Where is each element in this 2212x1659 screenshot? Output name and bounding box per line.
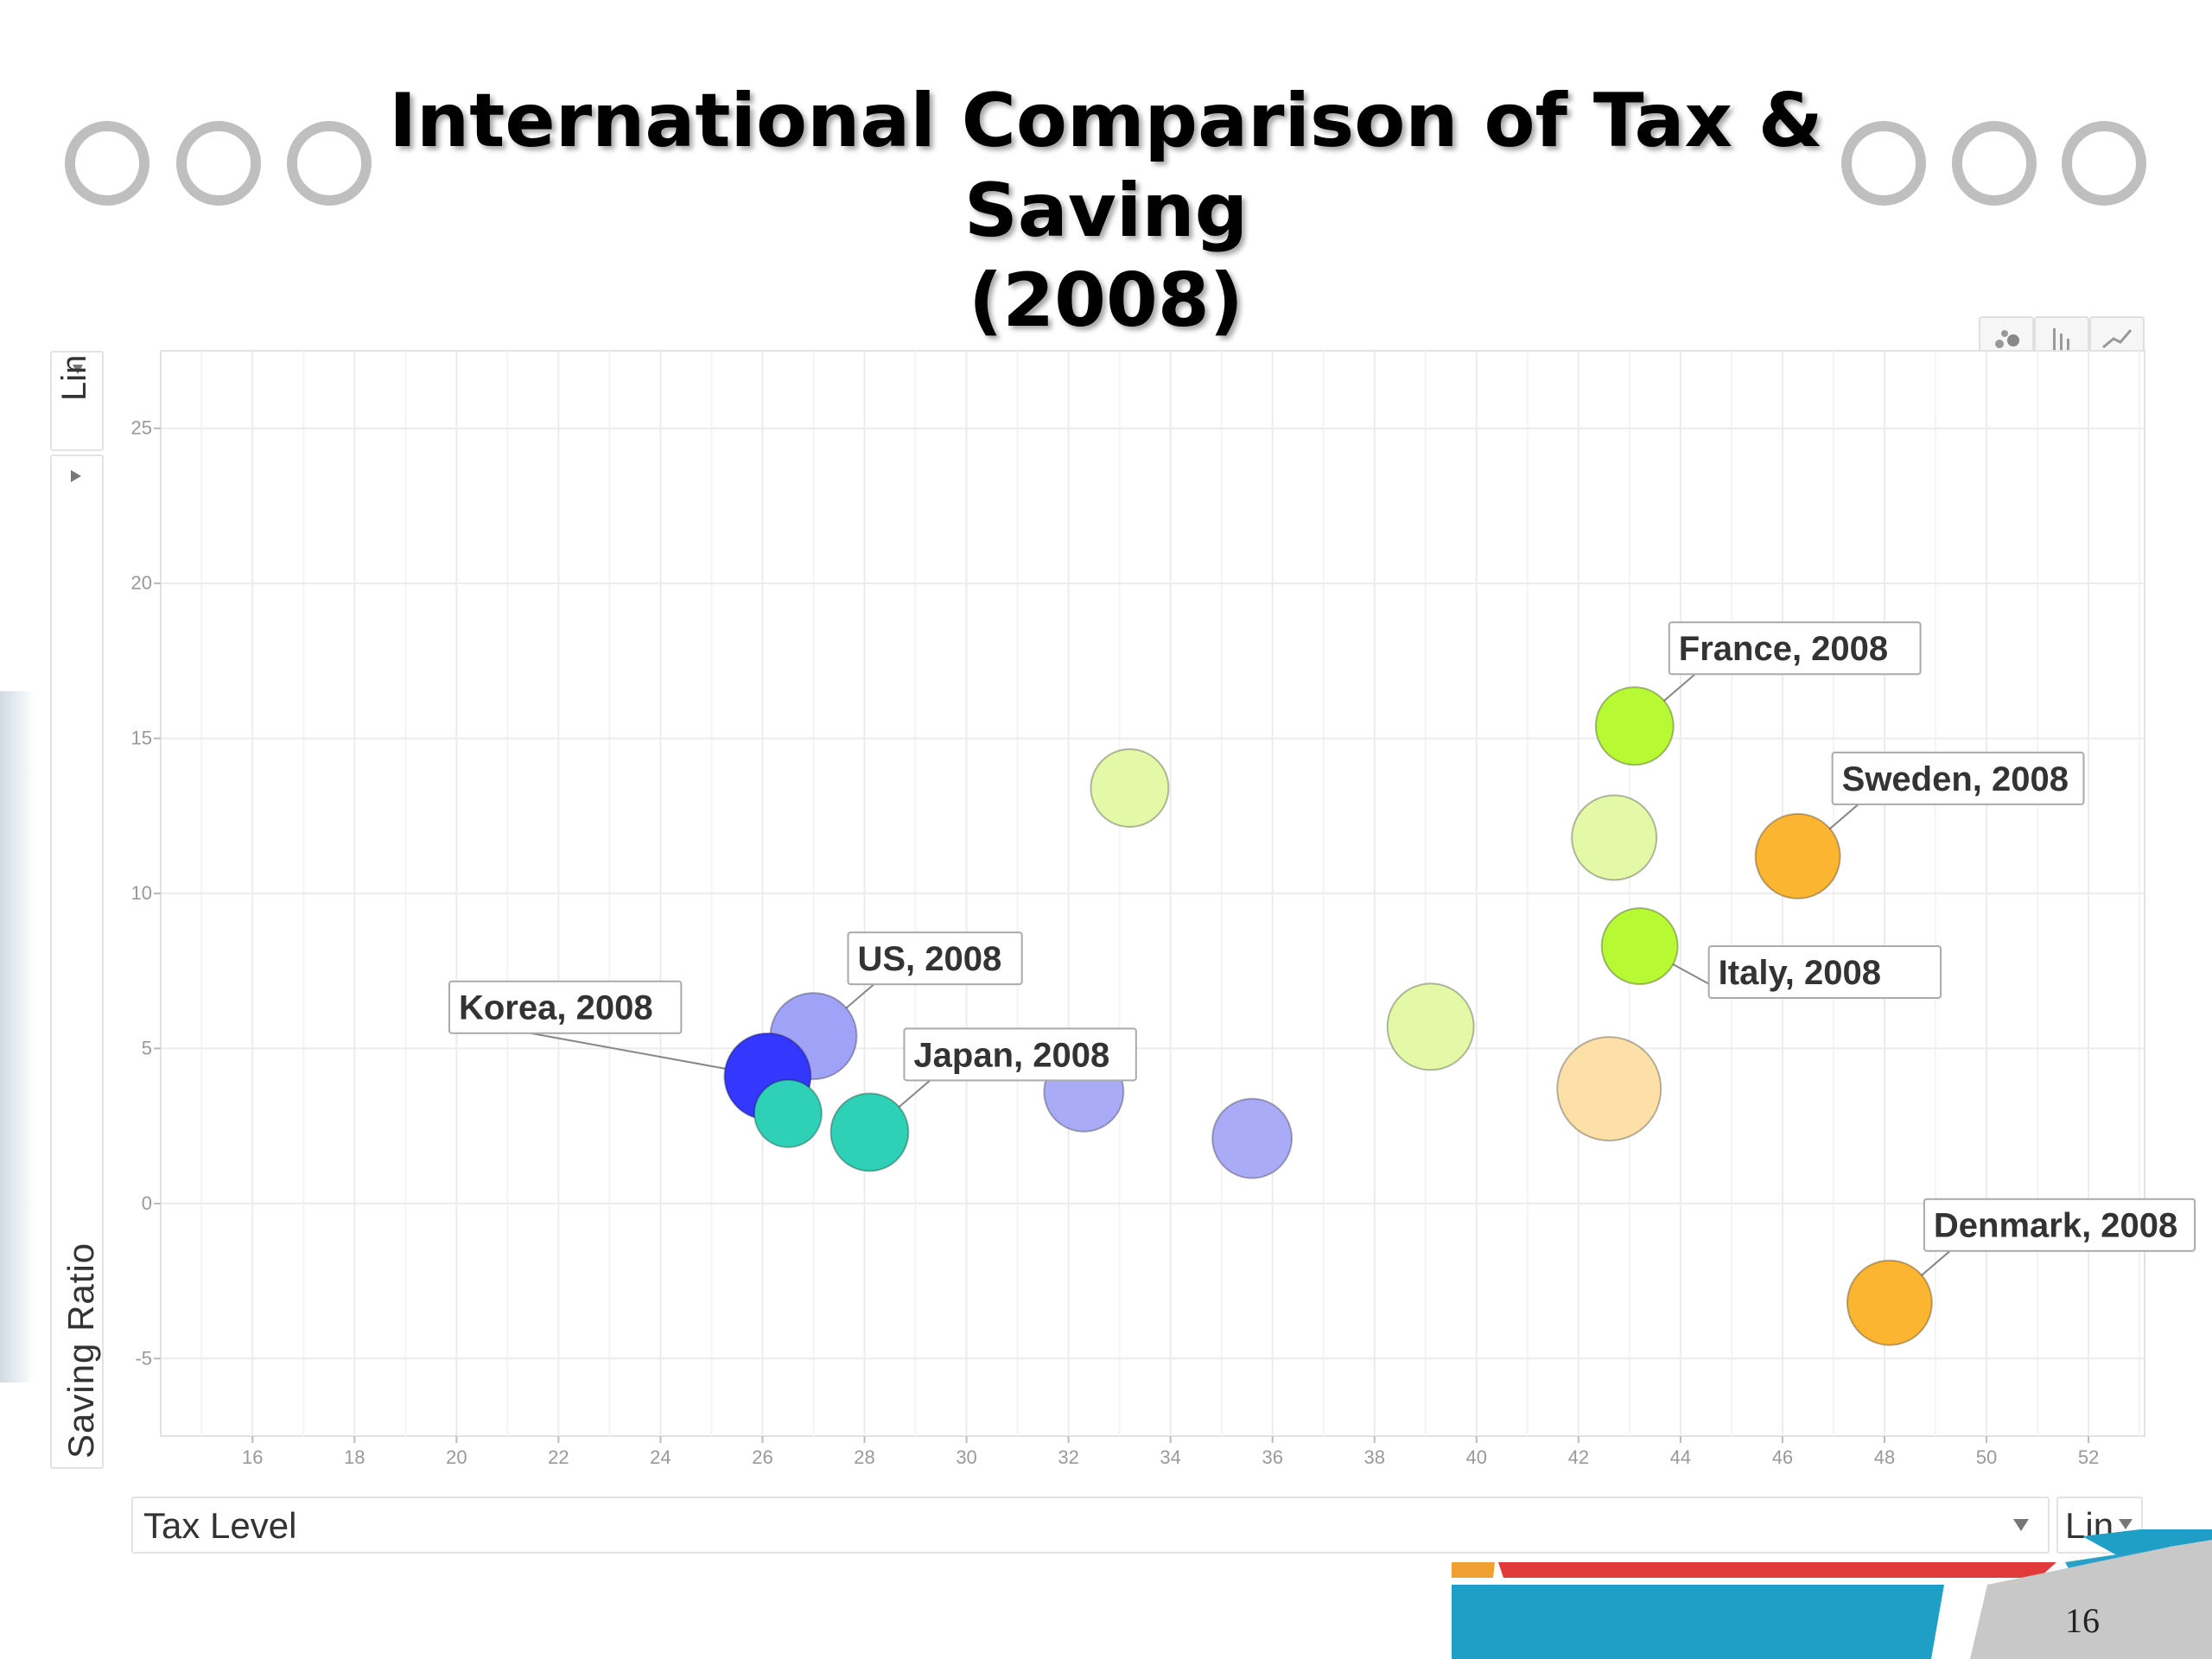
background-wash (0, 691, 35, 1382)
bubble-label: Japan, 2008 (913, 1036, 1109, 1074)
title-line-2: (2008) (969, 257, 1243, 344)
y-tick-label: 20 (131, 572, 152, 594)
bubble-chart: 16 18 20 22 24 26 28 30 32 34 36 38 40 42 44 46 48 50 52-5… (131, 350, 2196, 1468)
slide-title: International Comparison of Tax & Saving… (328, 76, 1884, 346)
bubble-chart-icon (1995, 330, 2019, 348)
y-scale-select[interactable]: Lin (50, 351, 104, 451)
chevron-right-icon (71, 470, 81, 482)
chevron-down-icon (2013, 1519, 2029, 1531)
y-tick-label: 0 (142, 1192, 152, 1214)
x-tick-label: 52 (2078, 1446, 2099, 1468)
x-tick-label: 18 (344, 1446, 365, 1468)
bubble[interactable] (1386, 982, 1475, 1071)
x-tick-label: 22 (548, 1446, 569, 1468)
bubble[interactable] (1211, 1097, 1294, 1179)
line-chart-icon (2102, 329, 2133, 349)
bubble-label: Italy, 2008 (1719, 954, 1881, 992)
bar-chart-icon (2053, 328, 2069, 351)
x-tick-label: 34 (1160, 1446, 1180, 1468)
bubble[interactable] (1600, 907, 1679, 986)
footer-decoration (1452, 1529, 2212, 1659)
x-tick-label: 24 (650, 1446, 671, 1468)
x-tick-label: 30 (956, 1446, 976, 1468)
y-tick-label: 5 (142, 1037, 152, 1058)
bubble[interactable] (1754, 812, 1841, 899)
line-chart-button[interactable] (2089, 316, 2145, 356)
x-tick-label: 40 (1466, 1446, 1487, 1468)
bubble[interactable] (1090, 747, 1170, 828)
bubble[interactable] (1594, 686, 1675, 766)
bubble-label-box (1668, 621, 1922, 676)
bubble[interactable] (830, 1092, 910, 1173)
x-tick-label: 26 (752, 1446, 772, 1468)
bubble-label: Sweden, 2008 (1842, 760, 2069, 798)
y-tick-label: 15 (131, 728, 152, 749)
x-tick-label: 28 (854, 1446, 874, 1468)
x-axis-label: Tax Level (143, 1505, 297, 1546)
bubble-label-box (903, 1027, 1137, 1082)
chevron-down-icon (2119, 1519, 2133, 1529)
x-tick-label: 36 (1262, 1446, 1282, 1468)
grid (161, 351, 2145, 1436)
chevron-down-icon (73, 365, 83, 374)
bubble-label: France, 2008 (1679, 630, 1888, 668)
page-number: 16 (2065, 1601, 2100, 1640)
x-tick-label: 20 (446, 1446, 467, 1468)
bubble-label-box (1831, 751, 2085, 805)
bubble-label: Denmark, 2008 (1934, 1207, 2177, 1245)
x-tick-label: 42 (1568, 1446, 1589, 1468)
bubble[interactable] (1571, 794, 1658, 881)
y-tick-label: 10 (131, 882, 152, 904)
bubble-label-box (1707, 945, 1942, 1000)
bubble[interactable] (1846, 1259, 1933, 1346)
y-tick-label: 25 (131, 417, 152, 439)
bubble-labels: US, 2008 Korea, 2008 Japan, 2008 France, 20… (448, 621, 2196, 1252)
x-axis-select[interactable]: Tax Level (131, 1497, 2050, 1554)
x-tick-label: 44 (1670, 1446, 1691, 1468)
bubble-label: US, 2008 (857, 940, 1001, 978)
bubble[interactable] (753, 1078, 823, 1148)
bar-chart-button[interactable] (2034, 316, 2089, 356)
y-axis-select[interactable]: Saving Ratio (50, 454, 104, 1469)
bubble-label-box (448, 980, 683, 1034)
title-line-1: International Comparison of Tax & Saving (389, 78, 1823, 254)
bubble-label-box (847, 931, 1023, 986)
bubble-label: Korea, 2008 (459, 989, 653, 1027)
x-tick-label: 48 (1874, 1446, 1895, 1468)
bubble-label-box (1923, 1198, 2196, 1252)
x-tick-label: 46 (1772, 1446, 1793, 1468)
bubble-chart-button[interactable] (1979, 316, 2034, 356)
x-tick-label: 16 (242, 1446, 263, 1468)
axis-ticks: 16 18 20 22 24 26 28 30 32 34 36 38 40 42 44 46 48 50 52-5… (131, 417, 2100, 1468)
x-tick-label: 50 (1976, 1446, 1997, 1468)
x-scale-select[interactable]: Lin (2056, 1497, 2143, 1554)
x-tick-label: 32 (1058, 1446, 1078, 1468)
x-tick-label: 38 (1364, 1446, 1385, 1468)
bubble[interactable] (1556, 1036, 1662, 1142)
bubbles (723, 686, 1933, 1346)
y-tick-label: -5 (135, 1347, 152, 1369)
